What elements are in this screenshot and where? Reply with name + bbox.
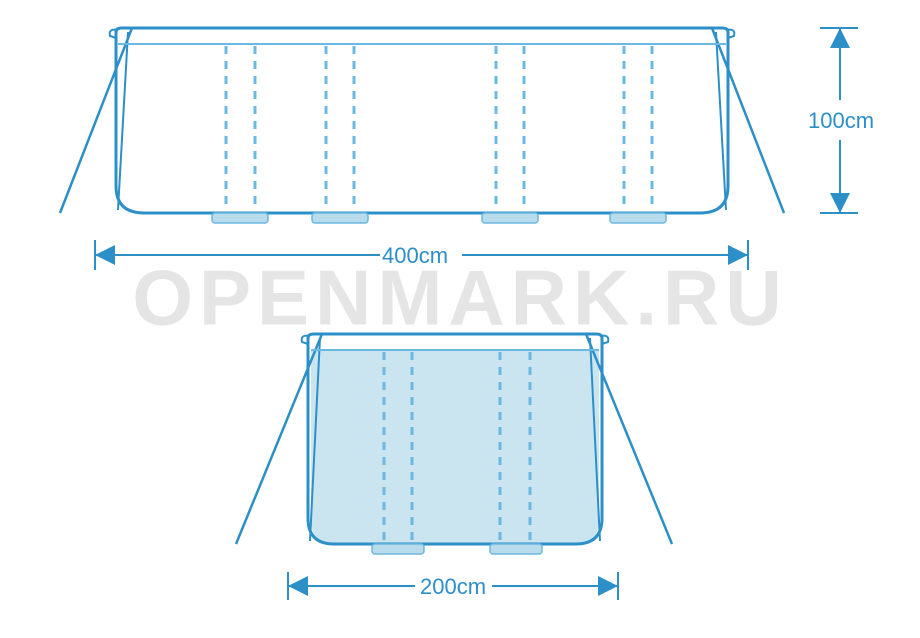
pool-body-front	[116, 28, 728, 213]
height-label: 100cm	[808, 108, 874, 134]
diagram-canvas	[0, 0, 920, 638]
length-label: 400cm	[382, 243, 448, 269]
front-view	[60, 28, 858, 270]
width-label: 200cm	[420, 574, 486, 600]
side-view	[236, 334, 672, 600]
